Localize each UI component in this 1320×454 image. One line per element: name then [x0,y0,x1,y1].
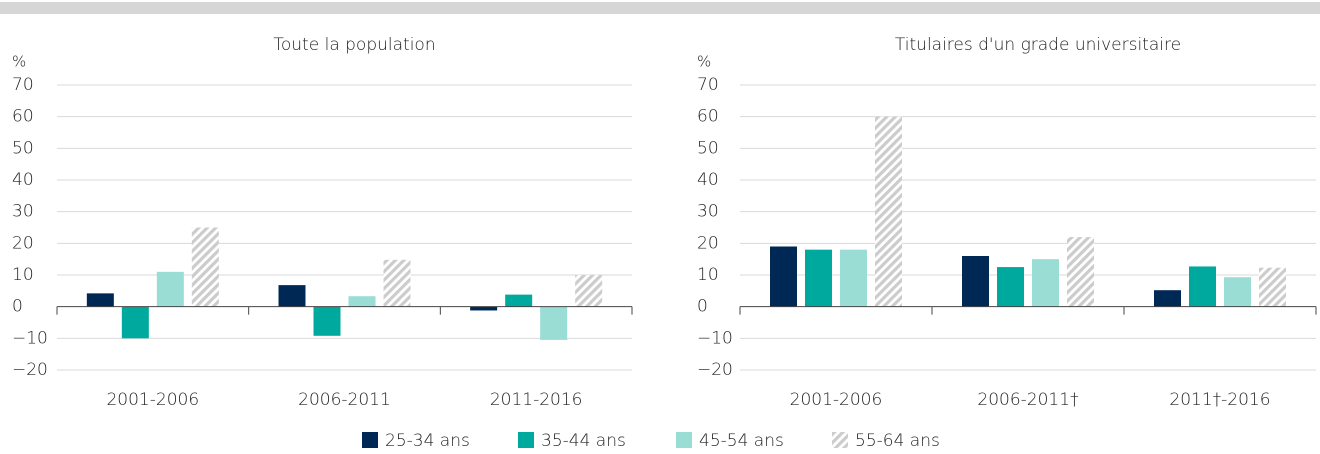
bar [1259,267,1286,307]
y-tick-label: 60 [697,107,719,127]
y-tick-label: 10 [697,265,719,285]
bar [875,116,902,307]
bar [770,246,797,307]
bar [278,285,306,307]
bar [86,293,114,307]
bar [1067,237,1094,307]
bar [840,249,867,307]
y-tick-label: 60 [12,107,34,127]
chart-title: Toute la population [273,35,435,55]
bar [505,294,533,307]
y-tick-label: 20 [12,233,34,253]
bar [805,249,832,307]
y-tick-label: 50 [12,138,34,158]
x-tick-label: 2011†-2016 [1169,390,1270,410]
y-tick-label: 70 [697,75,719,95]
bar [1154,290,1181,307]
legend-label: 35-44 ans [541,431,626,450]
y-tick-label: 40 [697,170,719,190]
bar [1189,266,1216,307]
bar [383,259,411,307]
x-tick-label: 2011-2016 [490,390,583,410]
bar [121,306,149,339]
y-tick-label: −10 [12,328,48,348]
legend-label: 45-54 ans [699,431,784,450]
chart-title: Titulaires d'un grade universitaire [895,35,1181,55]
y-tick-label: 30 [697,202,719,222]
legend-label: 55-64 ans [855,431,940,450]
y-tick-label: 0 [697,297,708,317]
bar [1224,277,1251,307]
y-tick-label: −20 [697,360,733,380]
bar [997,267,1024,307]
bar [575,275,603,307]
bar [470,306,498,311]
bar [191,227,219,307]
y-axis-label: % [12,53,26,71]
y-tick-label: 0 [12,297,23,317]
x-tick-label: 2001-2006 [790,390,883,410]
y-tick-label: −20 [12,360,48,380]
x-tick-label: 2006-2011† [977,390,1079,410]
x-tick-label: 2001-2006 [106,390,199,410]
y-tick-label: 70 [12,75,34,95]
x-tick-label: 2006-2011 [298,390,391,410]
bar [1032,259,1059,307]
y-tick-label: 20 [697,233,719,253]
legend-swatch [518,432,534,448]
y-tick-label: 50 [697,138,719,158]
top-band [0,2,1320,14]
y-tick-label: 40 [12,170,34,190]
y-tick-label: 30 [12,202,34,222]
legend-swatch [832,432,848,448]
bar [962,256,989,307]
legend-swatch [362,432,378,448]
legend-swatch [676,432,692,448]
y-tick-label: 10 [12,265,34,285]
legend-label: 25-34 ans [385,431,470,450]
y-tick-label: −10 [697,328,733,348]
y-axis-label: % [697,53,711,71]
bar [313,306,341,336]
bar [348,296,376,307]
bar [156,271,184,307]
bar [540,306,568,340]
